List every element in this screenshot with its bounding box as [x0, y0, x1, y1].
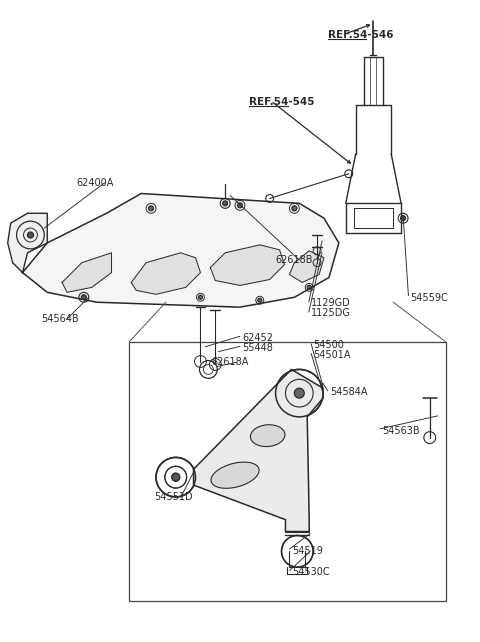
Ellipse shape [211, 462, 259, 489]
Text: 54551D: 54551D [155, 492, 193, 503]
Circle shape [199, 295, 203, 299]
Circle shape [307, 286, 311, 290]
Bar [129, 342, 445, 601]
Polygon shape [23, 193, 339, 307]
Text: REF.54-546: REF.54-546 [328, 30, 393, 40]
Circle shape [81, 295, 86, 300]
Circle shape [238, 203, 242, 208]
Text: 54584A: 54584A [330, 387, 368, 397]
Text: 1129GD: 1129GD [311, 299, 351, 308]
Polygon shape [210, 245, 285, 286]
Text: REF.54-545: REF.54-545 [250, 97, 315, 107]
Circle shape [294, 388, 304, 398]
Text: 62452: 62452 [242, 333, 274, 343]
Ellipse shape [251, 425, 285, 447]
Text: 54530C: 54530C [292, 568, 330, 577]
Text: 54563B: 54563B [383, 426, 420, 436]
Text: 62618A: 62618A [212, 357, 249, 367]
Text: 54519: 54519 [292, 546, 323, 556]
Circle shape [294, 388, 304, 398]
Text: 54559C: 54559C [410, 293, 448, 302]
Circle shape [401, 216, 406, 221]
Circle shape [172, 473, 180, 481]
Polygon shape [8, 213, 47, 273]
Text: 62400A: 62400A [76, 178, 114, 187]
Text: 62618B: 62618B [276, 255, 313, 265]
Circle shape [258, 299, 262, 302]
Circle shape [27, 232, 34, 238]
Polygon shape [131, 253, 201, 294]
Polygon shape [62, 253, 111, 292]
Text: 1125DG: 1125DG [311, 308, 351, 318]
Text: 54500: 54500 [313, 340, 345, 350]
Text: 54564B: 54564B [41, 314, 78, 324]
Text: 55448: 55448 [242, 343, 273, 352]
Circle shape [149, 206, 154, 211]
Circle shape [172, 473, 180, 481]
Circle shape [292, 206, 297, 211]
Polygon shape [193, 369, 323, 532]
Circle shape [223, 201, 228, 206]
Polygon shape [289, 251, 324, 282]
Text: 54501A: 54501A [313, 350, 351, 360]
